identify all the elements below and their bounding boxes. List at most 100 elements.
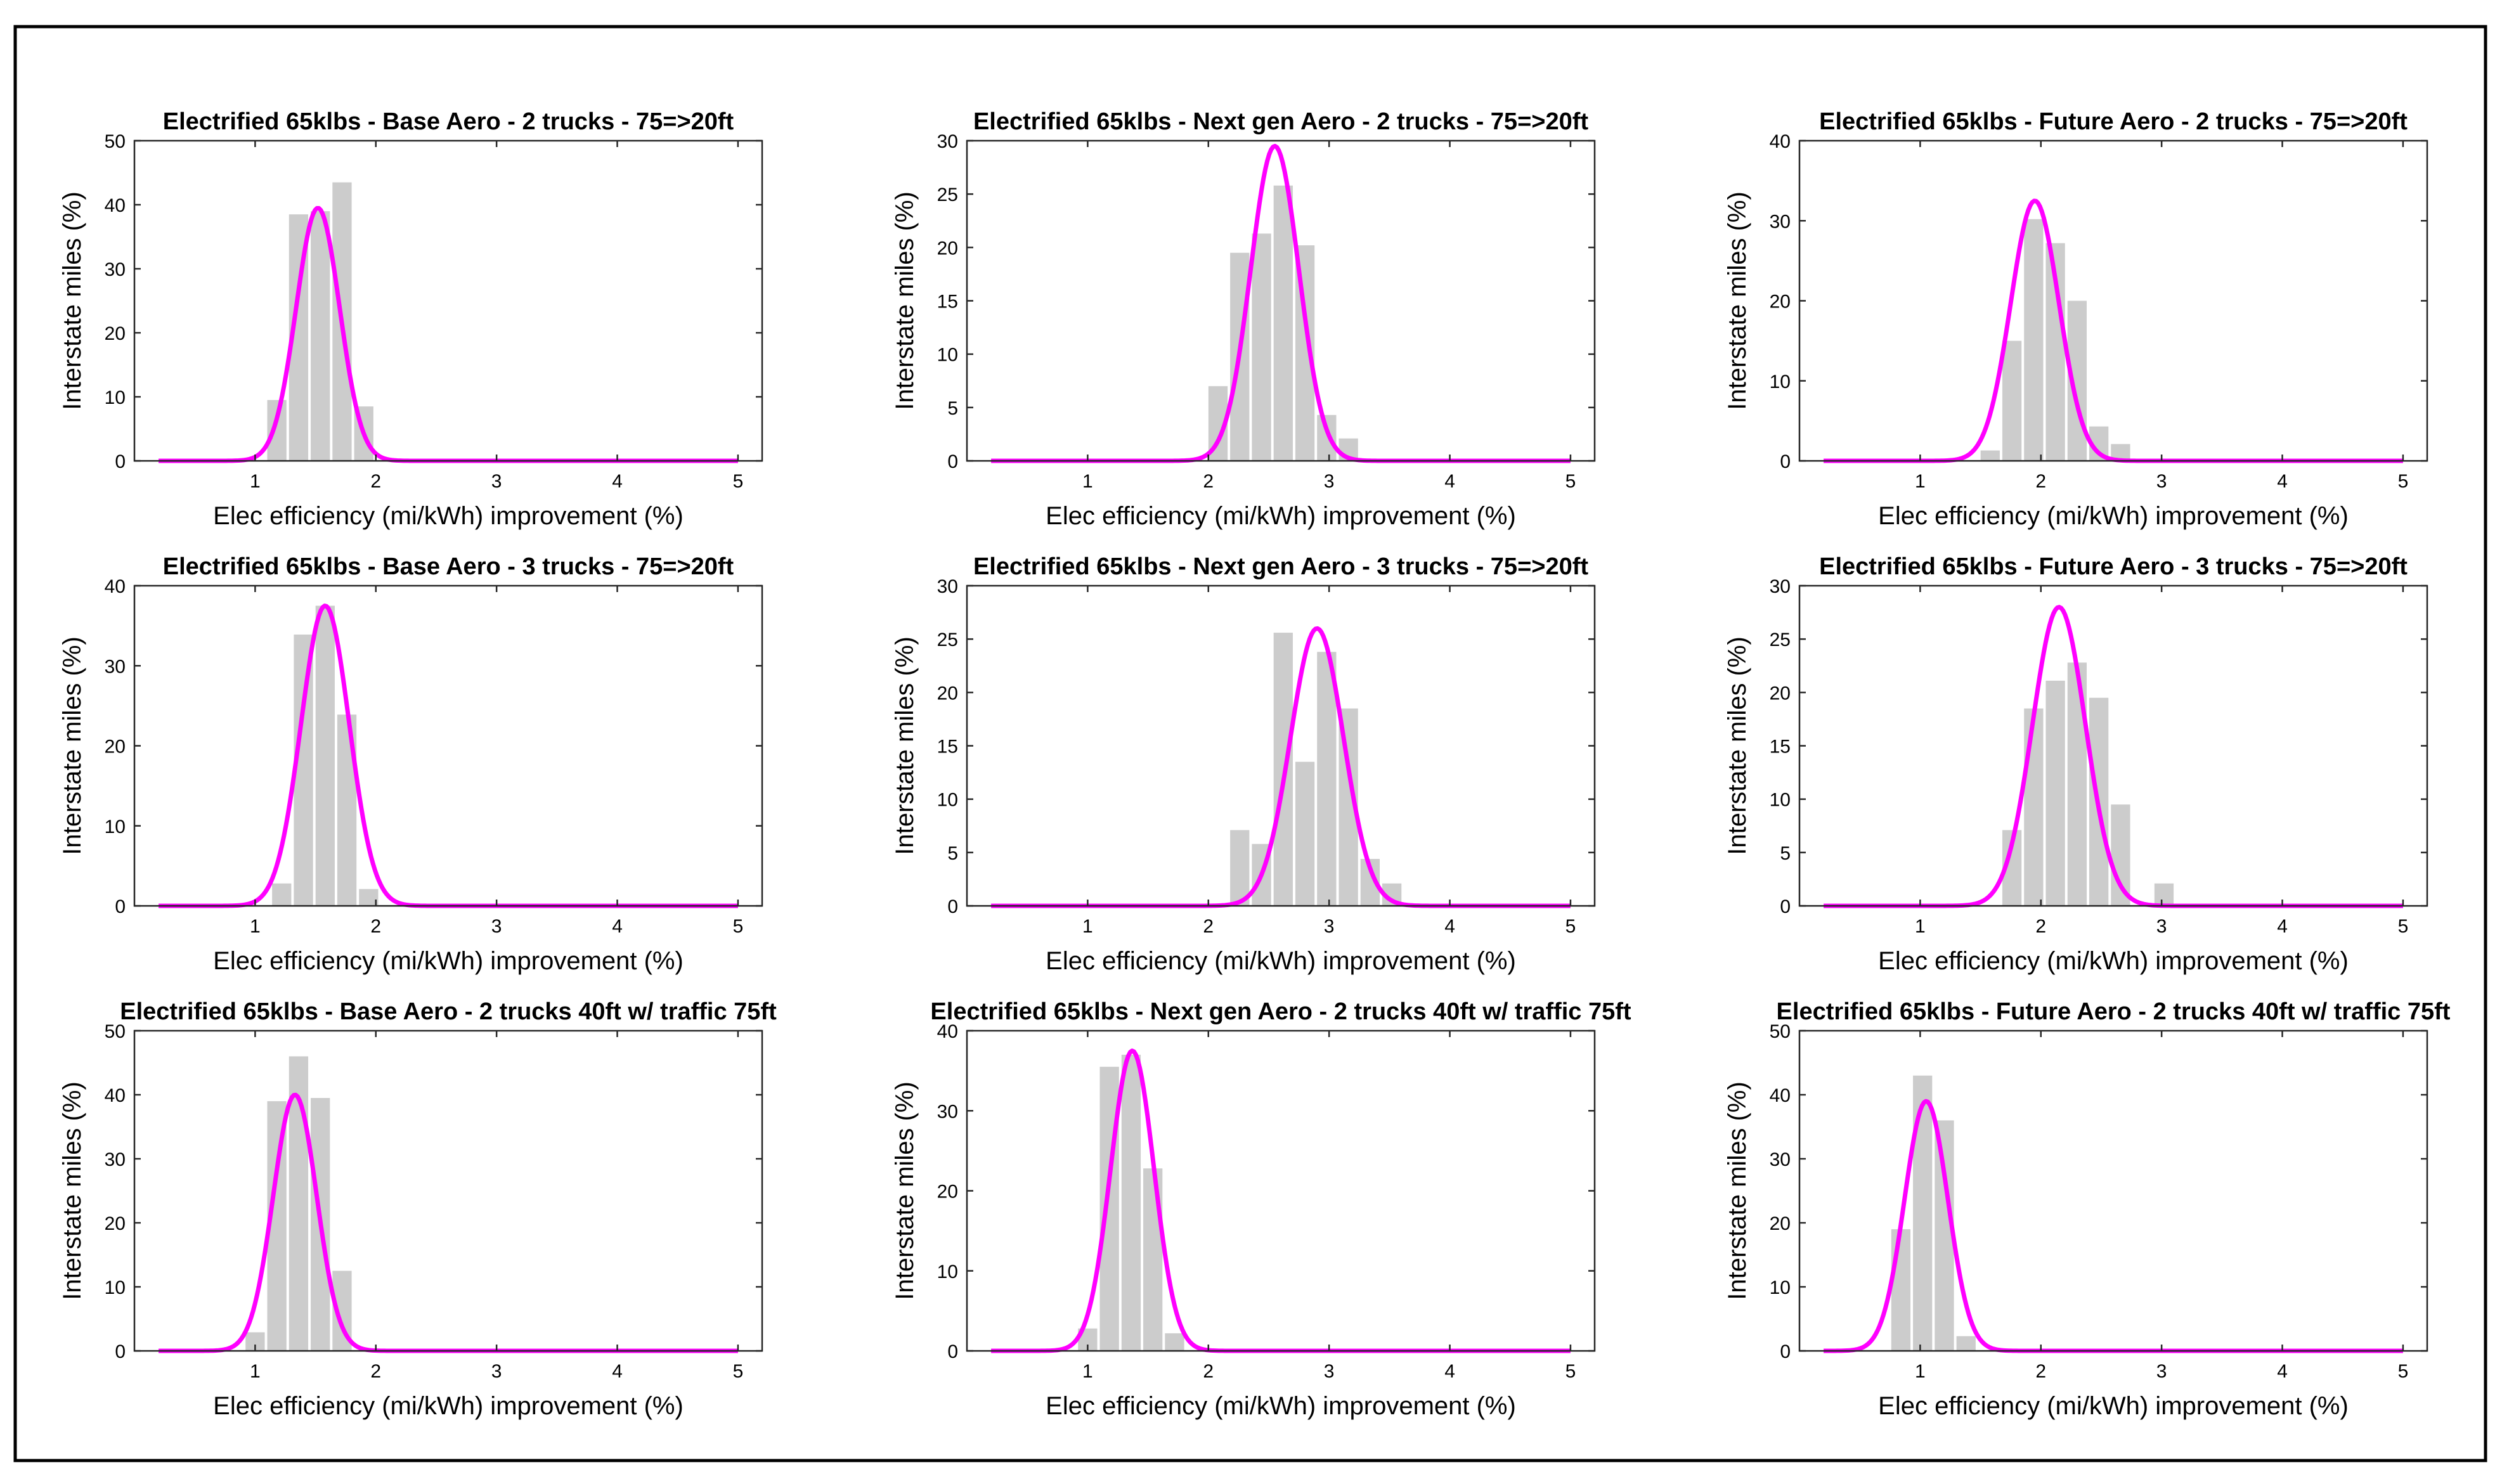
chart-title: Electrified 65klbs - Base Aero - 2 truck… — [163, 108, 734, 135]
x-tick-label: 4 — [612, 1361, 623, 1382]
histogram-bar — [311, 211, 330, 461]
x-tick-label: 5 — [733, 1361, 744, 1382]
y-axis-label: Interstate miles (%) — [1723, 636, 1751, 855]
y-tick-label: 30 — [105, 656, 126, 677]
plot-area — [134, 586, 762, 906]
x-axis-label: Elec efficiency (mi/kWh) improvement (%) — [213, 947, 684, 975]
x-tick-label: 1 — [250, 1361, 261, 1382]
chart-title: Electrified 65klbs - Future Aero - 2 tru… — [1777, 998, 2451, 1025]
histogram-bar — [2154, 883, 2174, 906]
x-tick-label: 3 — [2156, 471, 2167, 492]
x-tick-label: 1 — [1082, 471, 1093, 492]
chart-panel-3: 1 2 3 4 5 0 10 20 30 40 Electrified 65klbs - Futur… — [1723, 108, 2428, 530]
x-tick-label: 4 — [1444, 916, 1455, 937]
x-axis-label: Elec efficiency (mi/kWh) improvement (%) — [1046, 1392, 1516, 1420]
histogram-bar — [267, 400, 287, 461]
y-tick-label: 50 — [105, 1021, 126, 1042]
x-tick-label: 4 — [612, 916, 623, 937]
x-tick-label: 3 — [2156, 1361, 2167, 1382]
x-tick-label: 5 — [2398, 1361, 2409, 1382]
x-tick-label: 5 — [2398, 916, 2409, 937]
y-tick-label: 15 — [937, 737, 958, 758]
x-tick-label: 3 — [2156, 916, 2167, 937]
y-tick-label: 5 — [947, 843, 958, 864]
x-tick-label: 1 — [1082, 1361, 1093, 1382]
x-tick-label: 2 — [1203, 1361, 1214, 1382]
histogram-bar — [2024, 219, 2044, 461]
x-tick-label: 5 — [733, 916, 744, 937]
x-axis-label: Elec efficiency (mi/kWh) improvement (%) — [213, 502, 684, 530]
y-tick-label: 0 — [115, 896, 126, 917]
x-tick-label: 1 — [1082, 916, 1093, 937]
y-tick-label: 20 — [1770, 292, 1791, 313]
histogram-bar — [1295, 761, 1315, 906]
x-tick-label: 4 — [2277, 471, 2288, 492]
y-tick-label: 0 — [947, 451, 958, 472]
y-tick-label: 30 — [937, 131, 958, 152]
x-axis-label: Elec efficiency (mi/kWh) improvement (%) — [1046, 947, 1516, 975]
y-axis-label: Interstate miles (%) — [1723, 1081, 1751, 1300]
x-tick-label: 2 — [2035, 916, 2046, 937]
chart-title: Electrified 65klbs - Base Aero - 3 truck… — [163, 553, 734, 580]
y-tick-label: 0 — [1780, 1341, 1791, 1362]
x-tick-label: 2 — [1203, 471, 1214, 492]
chart-panel-5: 1 2 3 4 5 0 5 10 15 20 25 30 Electrified 65klbs - Ne… — [891, 553, 1596, 975]
y-tick-label: 20 — [937, 1182, 958, 1203]
y-axis-label: Interstate miles (%) — [891, 1081, 919, 1300]
histogram-bar — [1230, 830, 1250, 906]
y-tick-label: 40 — [105, 1085, 126, 1106]
y-tick-label: 5 — [1780, 843, 1791, 864]
x-tick-label: 1 — [1915, 471, 1926, 492]
y-tick-label: 30 — [1770, 211, 1791, 232]
figure-border — [13, 25, 2487, 1462]
x-axis-label: Elec efficiency (mi/kWh) improvement (%) — [213, 1392, 684, 1420]
x-axis-label: Elec efficiency (mi/kWh) improvement (%) — [1878, 502, 2349, 530]
y-tick-label: 10 — [105, 1277, 126, 1298]
histogram-bar — [1121, 1054, 1141, 1351]
y-tick-label: 10 — [105, 816, 126, 837]
y-tick-label: 0 — [115, 1341, 126, 1362]
y-tick-label: 20 — [105, 323, 126, 344]
x-axis-label: Elec efficiency (mi/kWh) improvement (%) — [1046, 502, 1516, 530]
histogram-bar — [1935, 1120, 1954, 1351]
y-axis-label: Interstate miles (%) — [891, 636, 919, 855]
histogram-bar — [288, 1056, 309, 1351]
y-tick-label: 50 — [1770, 1021, 1791, 1042]
histogram-bar — [1165, 1333, 1184, 1351]
plot-area — [134, 1031, 762, 1351]
x-tick-label: 4 — [1444, 471, 1455, 492]
x-tick-label: 1 — [1915, 1361, 1926, 1382]
y-tick-label: 20 — [937, 683, 958, 704]
y-tick-label: 20 — [937, 238, 958, 259]
x-tick-label: 3 — [1324, 916, 1335, 937]
plot-area — [1799, 141, 2427, 461]
chart-title: Electrified 65klbs - Future Aero - 3 tru… — [1819, 553, 2408, 580]
chart-title: Electrified 65klbs - Next gen Aero - 2 t… — [973, 108, 1588, 135]
y-tick-label: 10 — [937, 1261, 958, 1282]
chart-title: Electrified 65klbs - Next gen Aero - 2 t… — [930, 998, 1631, 1025]
y-tick-label: 40 — [105, 195, 126, 216]
y-tick-label: 15 — [937, 292, 958, 313]
x-tick-label: 5 — [2398, 471, 2409, 492]
x-axis-label: Elec efficiency (mi/kWh) improvement (%) — [1878, 1392, 2349, 1420]
y-tick-label: 25 — [1770, 629, 1791, 650]
axes-box — [133, 1029, 763, 1352]
y-tick-label: 10 — [1770, 371, 1791, 392]
y-tick-label: 10 — [937, 790, 958, 811]
y-axis-label: Interstate miles (%) — [58, 191, 86, 410]
axes-box — [133, 139, 763, 462]
y-tick-label: 0 — [1780, 896, 1791, 917]
chart-title: Electrified 65klbs - Next gen Aero - 3 t… — [973, 553, 1588, 580]
x-tick-label: 4 — [2277, 916, 2288, 937]
y-tick-label: 50 — [105, 131, 126, 152]
y-tick-label: 30 — [1770, 576, 1791, 597]
histogram-bar — [1891, 1229, 1911, 1351]
histogram-bar — [1317, 652, 1337, 906]
histogram-bar — [1252, 233, 1271, 461]
histogram-bar — [2111, 804, 2130, 906]
x-tick-label: 1 — [250, 916, 261, 937]
y-tick-label: 0 — [947, 896, 958, 917]
y-tick-label: 20 — [105, 737, 126, 758]
